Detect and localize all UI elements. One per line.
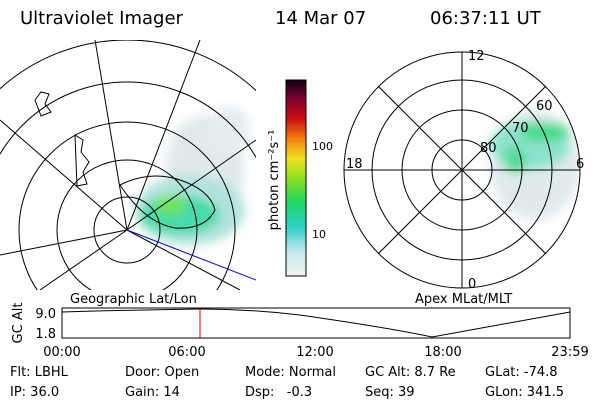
colorbar-tick: 10 xyxy=(312,228,326,241)
info-field: GLon: 341.5 xyxy=(485,385,564,400)
lat-label: 70 xyxy=(512,121,529,136)
colorbar xyxy=(285,79,307,277)
y-label: GC Alt xyxy=(11,303,26,344)
orbit-frame xyxy=(61,307,571,339)
time: 06:37:11 UT xyxy=(430,8,542,29)
info-field: GC Alt: 8.7 Re xyxy=(365,365,456,380)
info-field: Gain: 14 xyxy=(125,385,180,400)
colorbar-tick: 100 xyxy=(312,140,333,153)
x-tick-label: 06:00 xyxy=(168,345,205,360)
x-tick-label: 12:00 xyxy=(296,345,333,360)
lat-label: 60 xyxy=(536,99,553,114)
x-tick-label: 18:00 xyxy=(424,345,461,360)
right-panel-label: Apex MLat/MLT xyxy=(415,292,512,307)
info-field: Seq: 39 xyxy=(365,385,415,400)
info-field: IP: 36.0 xyxy=(10,385,59,400)
y-tick-label: 1.8 xyxy=(35,327,56,342)
left-panel-label: Geographic Lat/Lon xyxy=(70,292,197,307)
info-field: Flt: LBHL xyxy=(10,365,69,380)
mlt-label: 6 xyxy=(576,157,584,172)
lat-label: 80 xyxy=(480,141,497,156)
title: Ultraviolet Imager xyxy=(20,8,184,29)
info-field: Dsp: -0.3 xyxy=(245,385,312,400)
polar-grid xyxy=(343,51,581,289)
info-field: Door: Open xyxy=(125,365,199,380)
date: 14 Mar 07 xyxy=(275,8,366,29)
info-field: GLat: -74.8 xyxy=(485,365,558,380)
y-tick-label: 9.0 xyxy=(35,307,56,322)
mlt-label: 0 xyxy=(468,277,476,292)
altitude-curve xyxy=(61,308,571,338)
geographic-map xyxy=(0,40,256,290)
colorbar-unit: photon cm⁻²s⁻¹ xyxy=(267,130,282,231)
x-tick-label: 23:59 xyxy=(551,345,588,360)
info-field: Mode: Normal xyxy=(245,365,336,380)
mlt-label: 18 xyxy=(346,157,363,172)
x-tick-label: 00:00 xyxy=(43,345,80,360)
mlt-label: 12 xyxy=(468,49,485,64)
info-table: Flt: LBHL Door: Open Mode: Normal GC Alt: 8… xyxy=(10,365,564,400)
